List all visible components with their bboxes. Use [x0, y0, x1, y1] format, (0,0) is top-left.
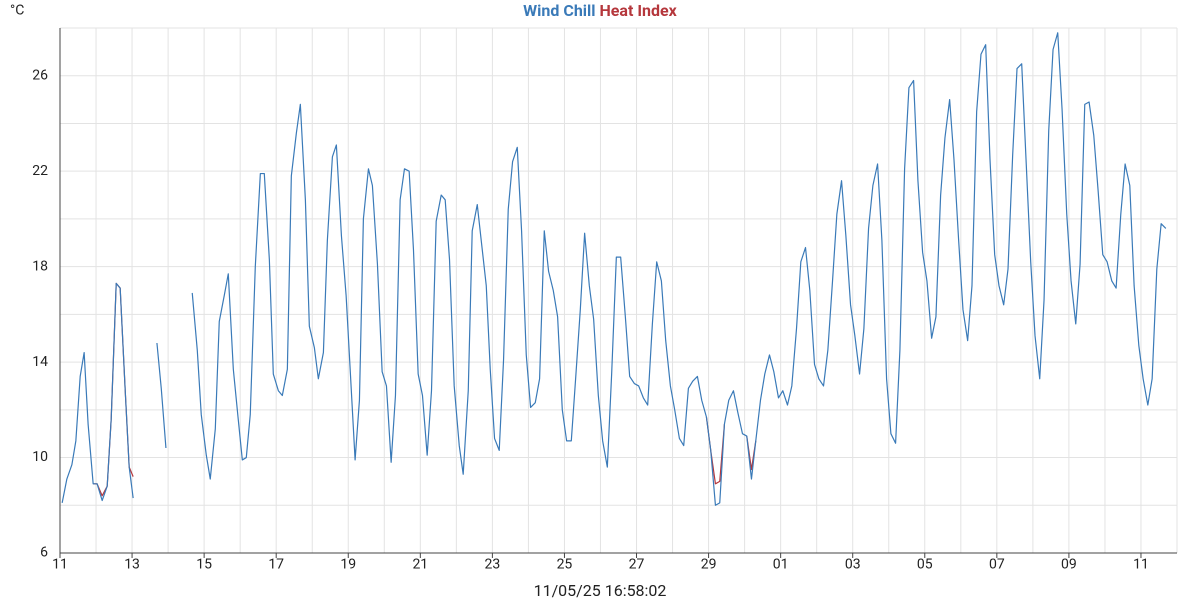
- x-tick-label: 11: [1133, 557, 1149, 573]
- y-tick-label: 26: [32, 67, 48, 83]
- y-tick-label: 14: [32, 354, 48, 370]
- legend: Wind Chill Heat Index: [523, 1, 678, 20]
- y-tick-label: 6: [40, 545, 48, 561]
- x-tick-label: 03: [845, 557, 861, 573]
- x-tick-label: 15: [196, 557, 212, 573]
- y-tick-label: 18: [32, 258, 48, 274]
- x-tick-label: 19: [340, 557, 356, 573]
- series-line: [61, 32, 1167, 506]
- x-tick-label: 29: [701, 557, 717, 573]
- series-line: [93, 282, 757, 497]
- x-tick-label: 09: [1061, 557, 1077, 573]
- x-tick-label: 17: [268, 557, 284, 573]
- x-tick-label: 13: [124, 557, 140, 573]
- legend-entry: Wind Chill: [523, 1, 595, 20]
- x-tick-label: 11: [52, 557, 68, 573]
- legend-entry: Heat Index: [599, 1, 677, 20]
- y-tick-label: 22: [32, 163, 48, 179]
- x-tick-label: 21: [412, 557, 428, 573]
- x-tick-label: 05: [917, 557, 933, 573]
- x-tick-label: 07: [989, 557, 1005, 573]
- x-tick-label: 23: [485, 557, 501, 573]
- y-tick-label: 10: [32, 449, 48, 465]
- timestamp: 11/05/25 16:58:02: [534, 581, 667, 600]
- x-tick-label: 25: [557, 557, 573, 573]
- x-tick-label: 01: [773, 557, 789, 573]
- y-unit: °C: [10, 3, 24, 19]
- x-tick-label: 27: [629, 557, 645, 573]
